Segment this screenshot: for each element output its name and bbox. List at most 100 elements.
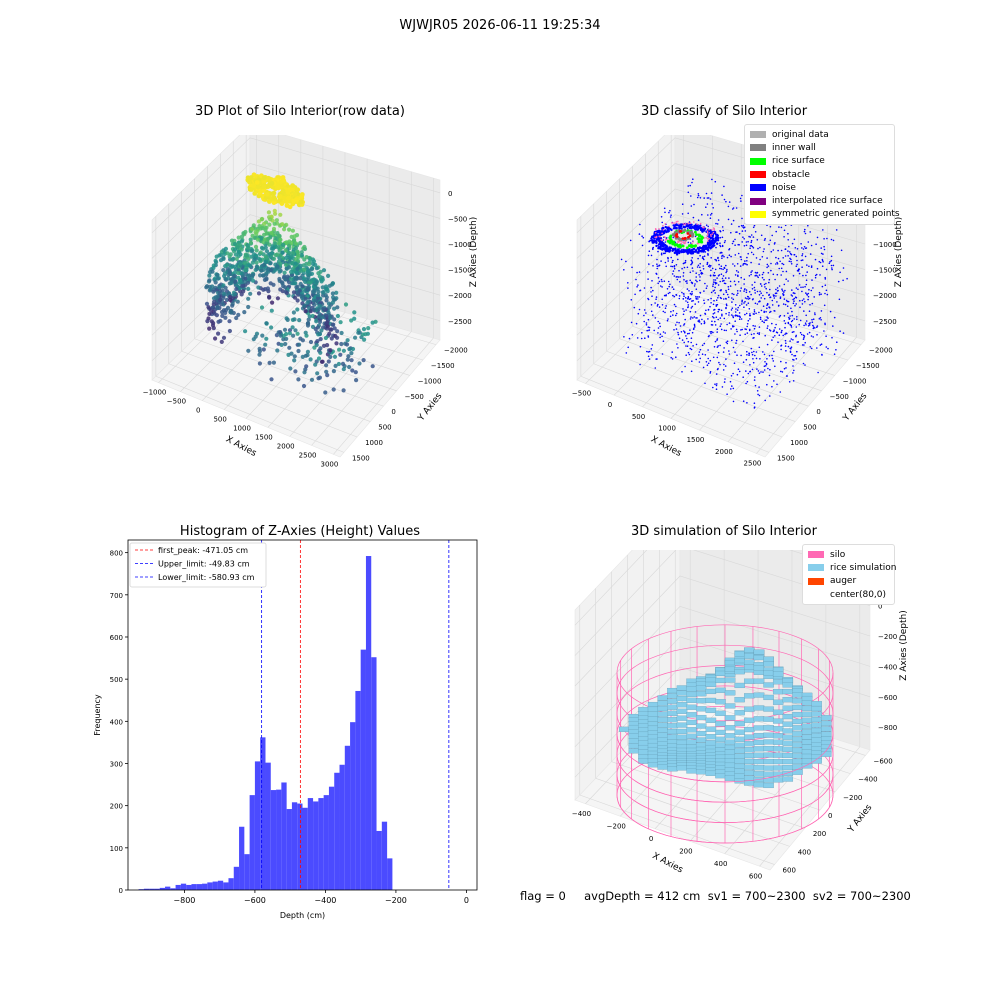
scatter-point bbox=[290, 183, 295, 188]
noise-point bbox=[697, 193, 700, 195]
noise-point bbox=[768, 306, 770, 308]
noise-point bbox=[683, 279, 685, 281]
noise-point bbox=[825, 268, 828, 271]
noise-point bbox=[693, 203, 695, 206]
noise-point bbox=[658, 306, 661, 308]
surface-cell bbox=[772, 739, 784, 745]
surface-cell bbox=[744, 734, 755, 740]
noise-point bbox=[691, 331, 694, 334]
noise-point bbox=[722, 369, 725, 371]
surface-cell bbox=[772, 726, 784, 732]
scatter-point bbox=[216, 331, 221, 336]
noise-point bbox=[694, 228, 697, 231]
y-tick-label: −400 bbox=[858, 776, 877, 784]
noise-point bbox=[765, 363, 768, 365]
noise-point bbox=[796, 350, 798, 353]
noise-point bbox=[812, 287, 814, 289]
scatter-point bbox=[326, 301, 332, 306]
surface-cell bbox=[647, 716, 659, 722]
scatter-point bbox=[305, 300, 310, 305]
wall-point bbox=[683, 242, 686, 245]
grid-line bbox=[727, 328, 828, 443]
histogram-bar bbox=[212, 881, 218, 890]
noise-point bbox=[715, 316, 718, 318]
surface-cell bbox=[821, 731, 832, 737]
noise-point bbox=[653, 234, 656, 237]
noise-point bbox=[807, 241, 810, 243]
noise-point bbox=[756, 368, 758, 370]
noise-point bbox=[673, 275, 676, 277]
noise-point bbox=[749, 364, 751, 366]
scatter-point bbox=[207, 311, 212, 316]
scatter-point bbox=[232, 247, 238, 252]
noise-point bbox=[688, 251, 692, 254]
noise-point bbox=[714, 268, 717, 271]
noise-point bbox=[753, 402, 756, 405]
noise-point bbox=[655, 244, 658, 248]
scatter-point bbox=[318, 346, 323, 351]
noise-point bbox=[780, 249, 783, 252]
classify-legend: original data inner wall rice surface ob… bbox=[744, 124, 900, 226]
noise-point bbox=[783, 367, 786, 370]
scatter-point bbox=[307, 314, 312, 319]
noise-point bbox=[782, 334, 784, 337]
noise-point bbox=[765, 282, 767, 285]
scatter-point bbox=[280, 250, 285, 255]
noise-point bbox=[792, 339, 794, 341]
wall-point bbox=[689, 222, 692, 224]
scatter-point bbox=[221, 291, 226, 296]
noise-point bbox=[719, 252, 721, 254]
noise-point bbox=[712, 274, 715, 276]
scatter-point bbox=[243, 276, 248, 281]
noise-point bbox=[725, 307, 727, 310]
noise-point bbox=[664, 250, 668, 253]
legend-label: rice simulation bbox=[830, 562, 897, 573]
scatter-point bbox=[275, 252, 280, 257]
noise-point bbox=[664, 252, 666, 255]
noise-point bbox=[820, 319, 822, 321]
scatter-point bbox=[246, 286, 251, 291]
scatter-point bbox=[256, 291, 262, 296]
noise-point bbox=[790, 346, 793, 348]
noise-point bbox=[738, 312, 741, 314]
surface-cell bbox=[705, 726, 717, 732]
scatter-point bbox=[298, 199, 304, 205]
noise-point bbox=[767, 325, 769, 327]
noise-point bbox=[775, 323, 777, 326]
noise-point bbox=[736, 231, 738, 233]
surface-cell bbox=[763, 752, 774, 758]
scatter-point bbox=[335, 335, 340, 340]
noise-point bbox=[742, 236, 744, 238]
noise-point bbox=[662, 310, 665, 313]
scatter-point bbox=[341, 367, 346, 372]
noise-point bbox=[688, 226, 692, 230]
noise-point bbox=[739, 256, 742, 258]
noise-point bbox=[724, 378, 726, 380]
noise-point bbox=[712, 331, 714, 334]
noise-point bbox=[681, 213, 684, 215]
histogram-bar bbox=[228, 878, 234, 890]
scatter-point bbox=[286, 195, 291, 201]
noise-point bbox=[816, 334, 818, 336]
surface-cell bbox=[647, 762, 659, 768]
scatter-point bbox=[316, 292, 321, 298]
noise-point bbox=[699, 254, 701, 257]
noise-point bbox=[753, 333, 755, 335]
noise-point bbox=[719, 363, 721, 366]
legend-swatch bbox=[750, 144, 766, 152]
noise-point bbox=[771, 354, 773, 357]
noise-point bbox=[728, 277, 730, 279]
surface-cell bbox=[753, 716, 765, 722]
y-tick-label: 1500 bbox=[777, 454, 795, 462]
noise-point bbox=[691, 305, 694, 308]
noise-point bbox=[697, 264, 700, 267]
scatter-point bbox=[291, 290, 297, 295]
noise-point bbox=[670, 228, 673, 232]
y-tick-label: 200 bbox=[813, 830, 826, 838]
noise-point bbox=[700, 273, 703, 275]
scatter-point bbox=[268, 267, 274, 273]
noise-point bbox=[801, 290, 803, 293]
noise-point bbox=[831, 336, 833, 339]
scatter-point bbox=[239, 292, 244, 297]
noise-point bbox=[718, 274, 721, 276]
